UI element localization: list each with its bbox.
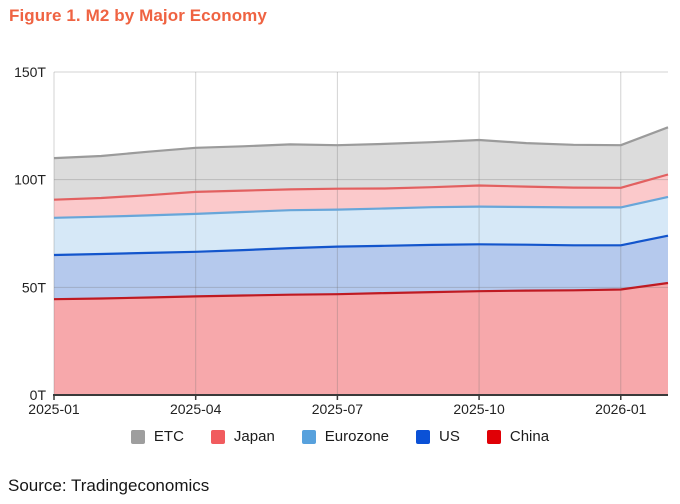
x-tick-label-2025-10: 2025-10 <box>453 401 505 417</box>
x-tick-label-2025-01: 2025-01 <box>28 401 80 417</box>
area-etc <box>54 127 668 200</box>
legend-label-eurozone: Eurozone <box>324 428 390 445</box>
area-china <box>54 283 668 395</box>
area-japan <box>54 174 668 218</box>
line-eurozone <box>53 195 669 219</box>
legend-label-china: China <box>509 428 550 445</box>
legend-swatch-china <box>486 429 501 444</box>
legend-item-us: US <box>416 428 460 445</box>
legend-item-china: China <box>486 428 550 445</box>
legend-label-japan: Japan <box>233 428 275 445</box>
y-tick-label-150T: 150T <box>14 64 46 80</box>
legend-item-eurozone: Eurozone <box>301 428 390 445</box>
line-etc <box>53 126 669 160</box>
legend-item-japan: Japan <box>210 428 275 445</box>
legend-label-us: US <box>439 428 460 445</box>
line-japan <box>53 173 669 201</box>
source-note: Source: Tradingeconomics <box>8 476 210 495</box>
legend-swatch-japan <box>210 429 225 444</box>
y-tick-label-0T: 0T <box>30 387 47 403</box>
line-us <box>53 234 669 257</box>
y-tick-label-50T: 50T <box>22 279 47 295</box>
legend-label-etc: ETC <box>153 428 184 445</box>
legend-swatch-etc <box>130 429 145 444</box>
chart-legend: ETC Japan Eurozone US China <box>0 428 680 445</box>
m2-stacked-area-chart: 0T 50T 100T 150T 2025-01 2025-04 2025-07 2025-1… <box>14 64 669 417</box>
y-tick-label-100T: 100T <box>14 172 46 188</box>
legend-item-etc: ETC <box>130 428 184 445</box>
line-china <box>53 281 669 301</box>
legend-swatch-eurozone <box>301 429 316 444</box>
figure-title: Figure 1. M2 by Major Economy <box>9 6 267 25</box>
area-eurozone <box>54 196 668 255</box>
x-tick-label-2025-04: 2025-04 <box>170 401 222 417</box>
x-tick-label-2026-01: 2026-01 <box>595 401 647 417</box>
legend-swatch-us <box>416 429 431 444</box>
x-tick-label-2025-07: 2025-07 <box>312 401 364 417</box>
